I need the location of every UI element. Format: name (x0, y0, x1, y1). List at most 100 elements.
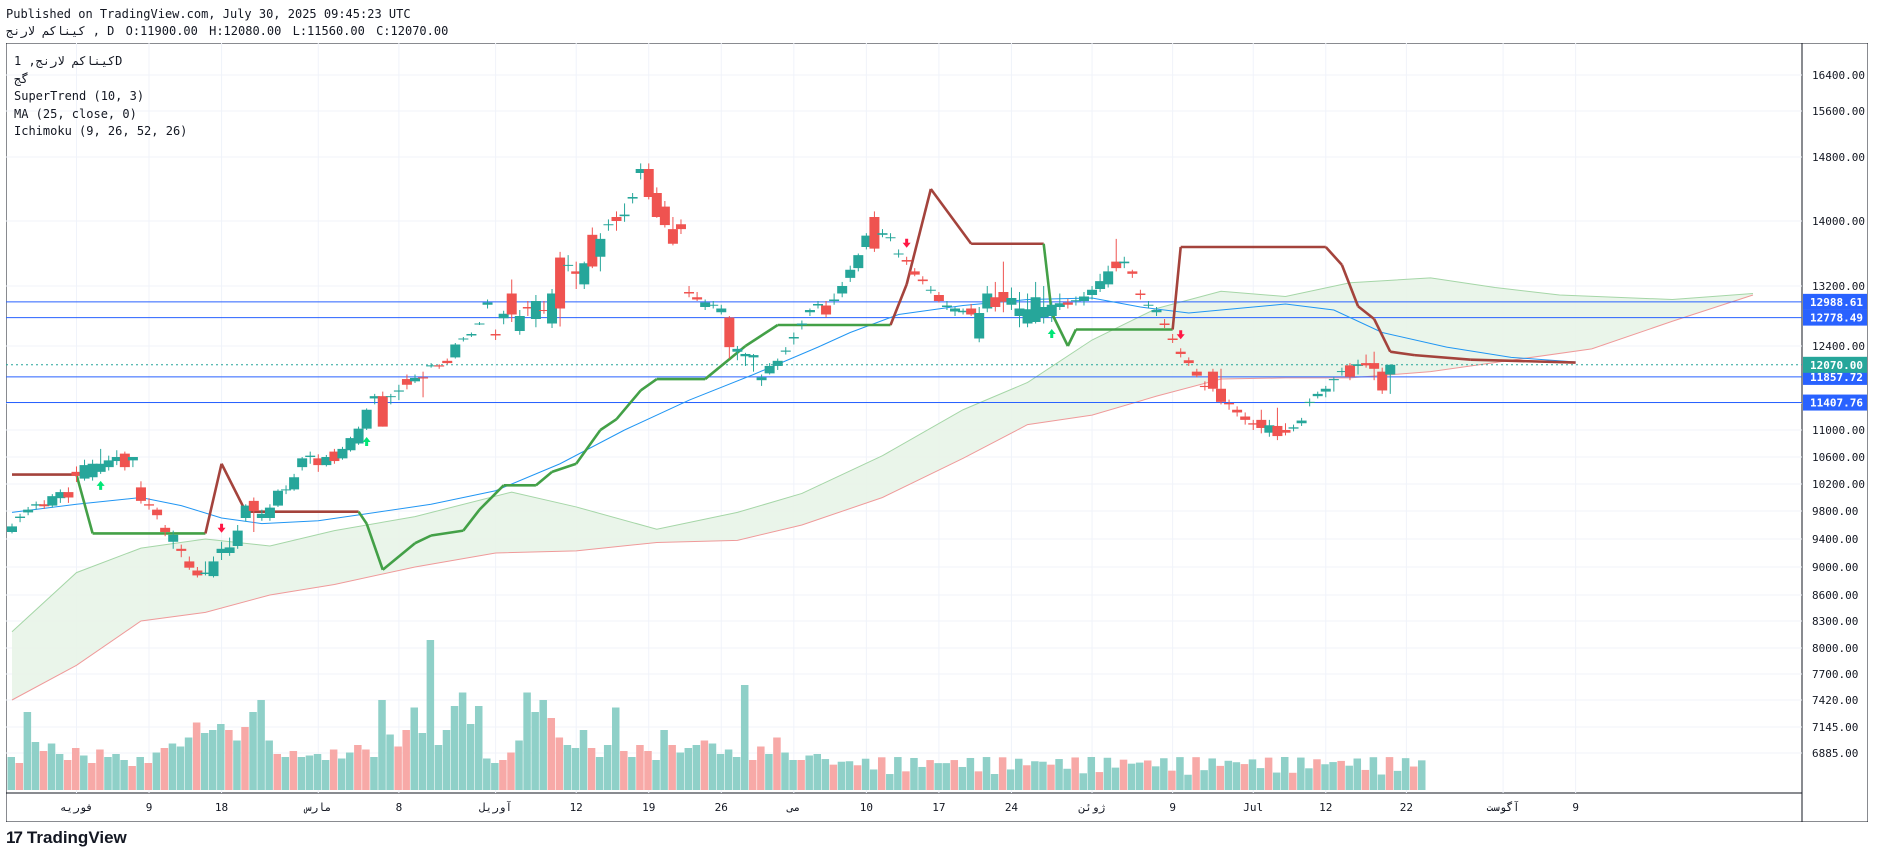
volume-bar (80, 755, 88, 790)
volume-bar (1377, 774, 1386, 790)
volume-bar (96, 749, 104, 790)
supertrend-segment (75, 474, 94, 534)
candle-body (1353, 364, 1364, 366)
volume-bar (1313, 759, 1321, 790)
legend-ma[interactable]: MA (25, close, 0) (14, 106, 137, 121)
candle (79, 459, 90, 481)
candle (684, 286, 695, 298)
candle-body (821, 305, 832, 315)
candle-body (1070, 300, 1081, 302)
candle (869, 211, 880, 252)
volume-bar (233, 740, 241, 790)
volume-bar (120, 760, 128, 790)
candle (176, 544, 187, 558)
tradingview-logo[interactable]: 17 TradingView (6, 828, 127, 848)
volume-bar (1272, 772, 1281, 790)
legend-supertrend[interactable]: SuperTrend (10, 3) (14, 89, 145, 103)
buy-arrow-icon (362, 437, 371, 446)
candle (514, 310, 525, 335)
volume-bar (39, 751, 48, 790)
candle-body (208, 561, 219, 577)
candle (345, 436, 356, 452)
volume-bar (1200, 770, 1208, 790)
candle-body (514, 316, 525, 331)
volume-bar (144, 763, 153, 790)
candle-body (1111, 261, 1122, 269)
volume-bar (894, 757, 902, 790)
candle (659, 201, 670, 228)
time-tick-label: 12 (570, 801, 583, 814)
supertrend (12, 188, 1576, 571)
volume-bar (176, 746, 185, 790)
volume-bar (136, 757, 144, 790)
candle-body (1191, 371, 1202, 376)
candle-body (675, 224, 686, 230)
volume-bar (281, 757, 290, 790)
candle-body (901, 260, 912, 262)
last-price-label: 12070.00 (1810, 359, 1863, 372)
volume-bar (1079, 773, 1087, 790)
candle (966, 304, 977, 316)
volume-bar (861, 758, 870, 790)
candle-body (498, 313, 509, 319)
candle-body (1119, 261, 1130, 264)
candle (1304, 398, 1315, 407)
volume-bar (765, 754, 773, 790)
volume-bar (160, 748, 169, 790)
candle (482, 299, 493, 309)
volume-bar (1385, 757, 1394, 790)
volume-bar (257, 700, 265, 790)
candle-body (692, 297, 703, 300)
candle-body (853, 255, 864, 269)
ichimoku-cloud-fill (12, 277, 1753, 700)
candle-body (1095, 281, 1106, 289)
volume-bar (773, 737, 781, 790)
candle (144, 498, 155, 510)
candle-body (1135, 293, 1146, 295)
candle (901, 256, 912, 265)
volume-bar (289, 751, 298, 790)
candle-body (748, 355, 759, 358)
volume-bar (362, 749, 370, 790)
volume-bar (676, 752, 684, 790)
candle-body (788, 337, 799, 339)
time-tick-label: آوریل (479, 800, 512, 814)
volume-bar (1345, 765, 1353, 790)
volume-bar (620, 751, 628, 790)
legend-ichimoku[interactable]: Ichimoku (9, 26, 52, 26) (14, 124, 188, 138)
volume-bar (636, 745, 644, 790)
candle (950, 307, 961, 316)
volume-bar (1264, 757, 1273, 790)
candle-body (506, 293, 517, 315)
time-tick-label: 22 (1400, 801, 1413, 814)
legend-symbol[interactable]: کیناکم لارنج, 1D (14, 54, 123, 68)
volume-bar (902, 771, 910, 790)
volume-bar (434, 745, 443, 790)
volume-bar (539, 700, 547, 790)
ma-25-line (11, 297, 1576, 525)
candle-body (950, 308, 961, 312)
volume-bar (491, 763, 499, 790)
candle (281, 485, 292, 495)
candle-body (272, 490, 283, 506)
candle (692, 292, 703, 301)
volume-bar (1160, 758, 1168, 790)
candle (788, 332, 799, 345)
volume-bar (1015, 758, 1023, 790)
volume-bar (386, 734, 394, 790)
price-chart[interactable]: 6885.00 7145.00 7420.00 7700.00 8000.00 8300.… (6, 43, 1868, 822)
volume-bar (31, 742, 40, 790)
volume-bar (1329, 762, 1337, 790)
volume-bar (740, 685, 749, 790)
candle-body (1361, 363, 1372, 366)
candle (579, 261, 590, 289)
volume-bar (265, 740, 273, 790)
volume-bar (781, 752, 789, 790)
candle-body (1336, 371, 1347, 373)
candle-body (966, 308, 977, 315)
price-tick-label: 16400.00 (1812, 69, 1865, 82)
candle-body (401, 379, 412, 385)
candle (1030, 281, 1041, 324)
candle (1175, 348, 1186, 358)
candle-body (845, 269, 856, 278)
